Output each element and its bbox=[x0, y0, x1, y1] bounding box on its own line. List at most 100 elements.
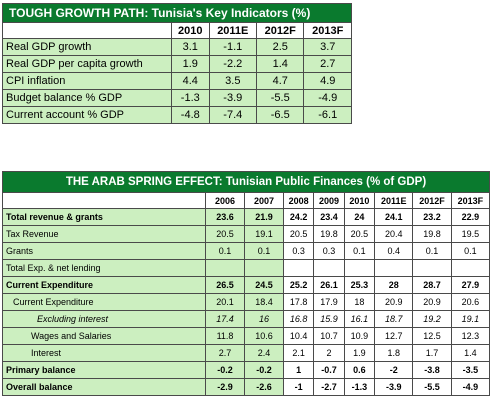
row-label: Current account % GDP bbox=[2, 106, 172, 124]
table-row: Overall balance -2.9 -2.6 -1 -2.7 -1.3 -… bbox=[2, 378, 491, 396]
cell-value: 2.4 bbox=[244, 344, 284, 362]
cell-value: 16.1 bbox=[343, 310, 376, 328]
cell-value: 15.9 bbox=[313, 310, 345, 328]
cell-value bbox=[374, 259, 414, 277]
cell-value: 3.1 bbox=[171, 38, 210, 56]
cell-value: -2.9 bbox=[205, 378, 245, 396]
cell-value: 18.7 bbox=[374, 310, 414, 328]
table-row: Real GDP growth 3.1 -1.1 2.5 3.7 bbox=[2, 38, 352, 56]
cell-value: 21.9 bbox=[244, 208, 284, 226]
public-finances-title: THE ARAB SPRING EFFECT: Tunisian Public … bbox=[2, 171, 490, 193]
row-label: Interest bbox=[2, 344, 206, 362]
cell-value: 0.1 bbox=[450, 242, 491, 260]
cell-value: -0.7 bbox=[313, 361, 345, 379]
cell-value: -0.2 bbox=[244, 361, 284, 379]
cell-value: 2.1 bbox=[282, 344, 315, 362]
cell-value: 11.8 bbox=[205, 327, 245, 345]
year-header: 2011E bbox=[208, 22, 258, 39]
cell-value: 10.9 bbox=[343, 327, 376, 345]
cell-value: -2.7 bbox=[313, 378, 345, 396]
cell-value: -2 bbox=[374, 361, 414, 379]
cell-value: 0.6 bbox=[343, 361, 376, 379]
key-indicators-header: 2010 2011E 2012F 2013F bbox=[2, 22, 352, 39]
cell-value: 0.4 bbox=[374, 242, 414, 260]
cell-value: 19.1 bbox=[244, 225, 284, 243]
cell-value: 1.9 bbox=[171, 55, 210, 73]
cell-value: 4.7 bbox=[256, 72, 305, 90]
row-label: Budget balance % GDP bbox=[2, 89, 172, 107]
year-header: 2012F bbox=[412, 192, 452, 209]
table-row: Primary balance -0.2 -0.2 1 -0.7 0.6 -2 … bbox=[2, 361, 491, 379]
cell-value: 23.2 bbox=[412, 208, 452, 226]
cell-value: 1.4 bbox=[256, 55, 305, 73]
cell-value: -5.5 bbox=[256, 89, 305, 107]
table-row: Total revenue & grants 23.6 21.9 24.2 23… bbox=[2, 208, 491, 226]
cell-value: -6.5 bbox=[256, 106, 305, 124]
year-header: 2006 bbox=[205, 192, 245, 209]
cell-value: -4.8 bbox=[171, 106, 210, 124]
cell-value bbox=[343, 259, 376, 277]
table-row: Current account % GDP -4.8 -7.4 -6.5 -6.… bbox=[2, 106, 352, 124]
cell-value bbox=[282, 259, 315, 277]
cell-value bbox=[313, 259, 345, 277]
cell-value: 16 bbox=[244, 310, 284, 328]
row-label: Total revenue & grants bbox=[2, 208, 206, 226]
public-finances-header: 2006 2007 2008 2009 2010 2011E 2012F 201… bbox=[2, 192, 491, 209]
cell-value: 1.8 bbox=[374, 344, 414, 362]
year-header: 2011E bbox=[374, 192, 414, 209]
cell-value: 20.5 bbox=[205, 225, 245, 243]
cell-value: 4.4 bbox=[171, 72, 210, 90]
cell-value: 1 bbox=[282, 361, 315, 379]
cell-value: -3.5 bbox=[450, 361, 491, 379]
year-header: 2007 bbox=[244, 192, 284, 209]
cell-value bbox=[450, 259, 491, 277]
public-finances-table: THE ARAB SPRING EFFECT: Tunisian Public … bbox=[2, 171, 491, 396]
cell-value bbox=[244, 259, 284, 277]
key-indicators-title: TOUGH GROWTH PATH: Tunisia's Key Indicat… bbox=[2, 3, 352, 23]
row-label: Wages and Salaries bbox=[2, 327, 206, 345]
header-blank bbox=[2, 192, 206, 209]
cell-value: 19.8 bbox=[313, 225, 345, 243]
key-indicators-table: TOUGH GROWTH PATH: Tunisia's Key Indicat… bbox=[2, 3, 352, 124]
row-label: Real GDP growth bbox=[2, 38, 172, 56]
cell-value: 20.9 bbox=[412, 293, 452, 311]
cell-value: 3.7 bbox=[303, 38, 352, 56]
table-row: Interest 2.7 2.4 2.1 2 1.9 1.8 1.7 1.4 bbox=[2, 344, 491, 362]
cell-value: 25.3 bbox=[343, 276, 376, 294]
table-row: Budget balance % GDP -1.3 -3.9 -5.5 -4.9 bbox=[2, 89, 352, 107]
year-header: 2010 bbox=[343, 192, 376, 209]
table-row: Wages and Salaries 11.8 10.6 10.4 10.7 1… bbox=[2, 327, 491, 345]
cell-value: 0.3 bbox=[313, 242, 345, 260]
row-label: Overall balance bbox=[2, 378, 206, 396]
cell-value: 12.5 bbox=[412, 327, 452, 345]
cell-value: 28.7 bbox=[412, 276, 452, 294]
cell-value: -3.9 bbox=[208, 89, 258, 107]
cell-value: 24.1 bbox=[374, 208, 414, 226]
row-label: Tax Revenue bbox=[2, 225, 206, 243]
cell-value: 20.4 bbox=[374, 225, 414, 243]
table-row: Tax Revenue 20.5 19.1 20.5 19.8 20.5 20.… bbox=[2, 225, 491, 243]
cell-value: 0.1 bbox=[205, 242, 245, 260]
cell-value: 28 bbox=[374, 276, 414, 294]
cell-value: 2.7 bbox=[205, 344, 245, 362]
year-header: 2009 bbox=[313, 192, 345, 209]
cell-value: 1.4 bbox=[450, 344, 491, 362]
cell-value: 4.9 bbox=[303, 72, 352, 90]
table-row: Excluding interest 17.4 16 16.8 15.9 16.… bbox=[2, 310, 491, 328]
cell-value: 17.4 bbox=[205, 310, 245, 328]
cell-value: 24.5 bbox=[244, 276, 284, 294]
cell-value: 19.5 bbox=[450, 225, 491, 243]
cell-value: 20.1 bbox=[205, 293, 245, 311]
cell-value: 22.9 bbox=[450, 208, 491, 226]
row-label: Grants bbox=[2, 242, 206, 260]
row-label: Excluding interest bbox=[2, 310, 206, 328]
cell-value: 0.3 bbox=[282, 242, 315, 260]
cell-value: 17.8 bbox=[282, 293, 315, 311]
cell-value: -2.6 bbox=[244, 378, 284, 396]
year-header: 2013F bbox=[450, 192, 491, 209]
table-row: Total Exp. & net lending bbox=[2, 259, 491, 277]
cell-value: 20.5 bbox=[343, 225, 376, 243]
cell-value: -6.1 bbox=[303, 106, 352, 124]
cell-value: -3.9 bbox=[374, 378, 414, 396]
cell-value: 10.6 bbox=[244, 327, 284, 345]
